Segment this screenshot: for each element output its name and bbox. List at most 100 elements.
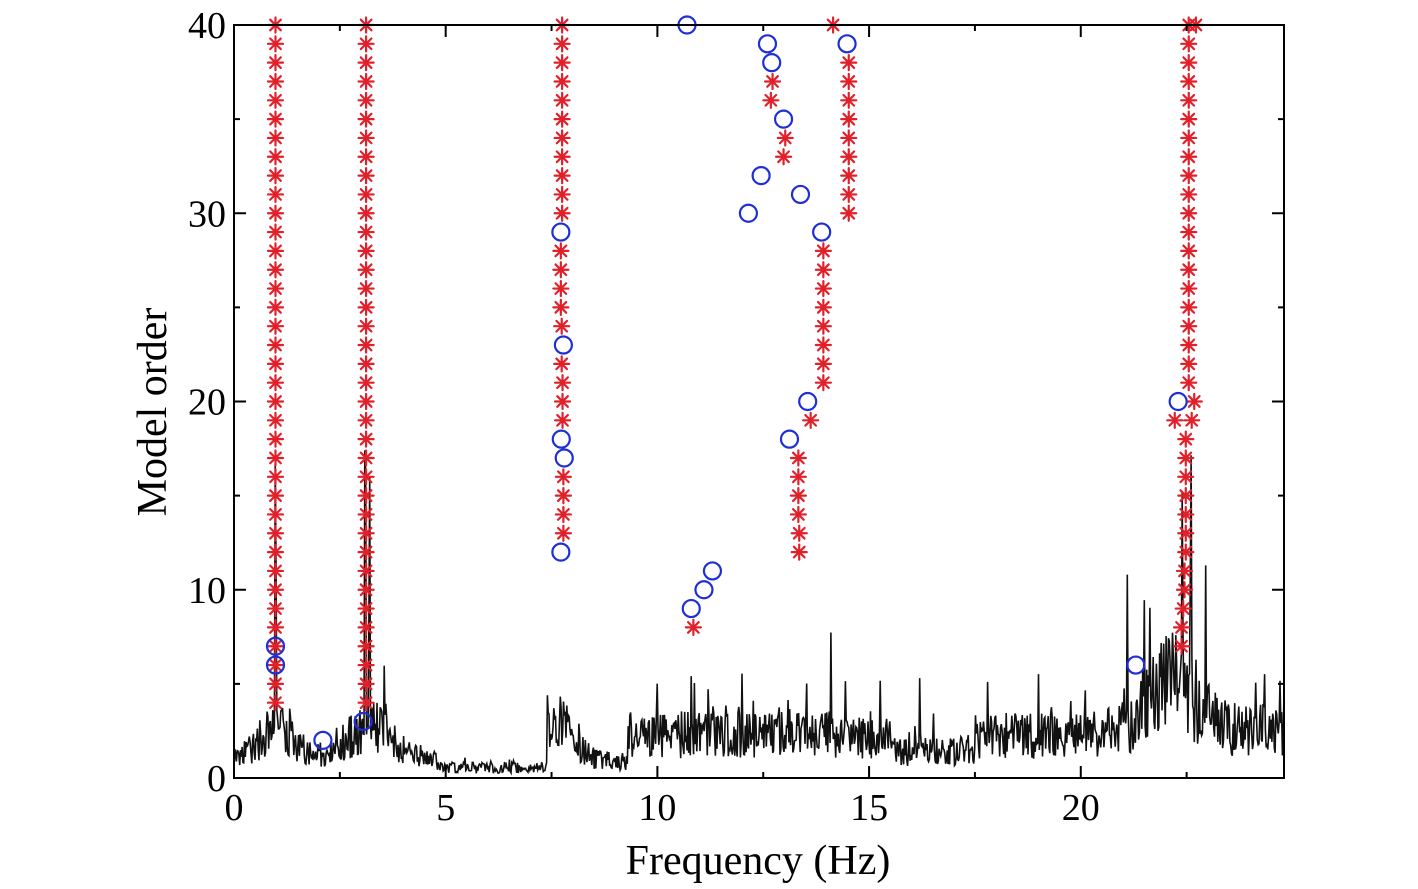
stable-pole-marker	[840, 91, 858, 109]
stable-pole-marker	[1177, 487, 1195, 505]
stable-pole-marker	[1180, 298, 1198, 316]
unstable-pole-marker	[837, 34, 857, 54]
stable-pole-marker	[357, 694, 375, 712]
stable-pole-marker	[266, 279, 285, 298]
x-tick-label: 0	[225, 787, 244, 829]
spectrum-line	[233, 450, 1285, 776]
stable-pole-marker	[554, 505, 572, 524]
x-tick-label: 5	[436, 787, 455, 829]
stable-pole-marker	[266, 110, 285, 128]
stable-pole-marker	[554, 524, 572, 542]
stable-pole-marker	[762, 91, 780, 109]
unstable-pole-marker	[551, 542, 571, 562]
y-tick-label: 20	[188, 382, 226, 424]
unstable-pole-marker	[353, 711, 373, 732]
unstable-pole-marker	[757, 34, 778, 54]
stable-pole-marker	[266, 204, 285, 222]
stable-pole-marker	[553, 374, 572, 392]
unstable-pole-marker	[762, 53, 782, 73]
unstable-pole-marker	[798, 391, 818, 412]
unstable-pole-marker	[812, 222, 832, 242]
stable-pole-marker	[266, 487, 285, 505]
stable-pole-marker	[266, 355, 285, 373]
stable-pole-marker	[357, 449, 375, 467]
axis-ticks: 0 5 10 15 20 0 10 20 30 40	[188, 5, 1284, 829]
stable-pole-marker	[357, 618, 375, 637]
stable-pole-marker	[357, 148, 375, 166]
stable-pole-marker	[840, 72, 858, 91]
stable-pole-marker	[266, 637, 285, 655]
stable-pole-marker	[266, 336, 285, 354]
stable-pole-marker	[1172, 637, 1191, 655]
stable-pole-marker	[840, 185, 858, 204]
stable-pole-marker	[1177, 430, 1195, 448]
stable-pole-marker	[266, 298, 285, 316]
stable-pole-marker	[1180, 54, 1198, 72]
stable-pole-marker	[357, 223, 375, 241]
x-tick-label: 10	[638, 787, 676, 829]
stable-pole-marker	[266, 185, 285, 204]
stable-pole-marker	[1180, 91, 1198, 109]
stable-pole-marker	[552, 298, 570, 316]
stable-pole-marker	[553, 167, 571, 185]
x-axis-label: Frequency (Hz)	[626, 838, 891, 884]
stable-pole-marker	[553, 54, 571, 72]
unstable-pole-marker	[551, 429, 571, 449]
stable-pole-marker	[266, 223, 285, 241]
stable-pole-marker	[266, 317, 285, 335]
stable-pole-marker	[266, 261, 285, 279]
stable-pole-marker	[266, 449, 285, 467]
stable-pole-marker	[1180, 261, 1198, 279]
stable-pole-marker	[553, 411, 572, 429]
stable-pole-marker	[266, 618, 285, 637]
stable-pole-marker	[266, 54, 285, 72]
stable-pole-marker	[266, 392, 285, 411]
stable-pole-marker	[763, 72, 782, 91]
stable-pole-marker	[552, 242, 570, 260]
stable-pole-marker	[357, 72, 375, 91]
unstable-pole-marker	[265, 636, 286, 656]
stable-pole-marker	[357, 279, 375, 298]
stable-pole-marker	[357, 110, 375, 128]
stable-pole-marker	[1185, 392, 1203, 411]
stable-pole-marker	[266, 374, 285, 392]
stable-pole-marker	[814, 242, 832, 260]
y-axis-label: Model order	[130, 308, 176, 517]
y-tick-label: 30	[188, 193, 226, 235]
stable-pole-marker	[357, 392, 375, 411]
stable-pole-marker	[266, 167, 285, 185]
unstable-pole-marker	[681, 598, 701, 619]
stable-pole-marker	[357, 91, 375, 109]
stable-pole-marker	[357, 675, 375, 693]
unstable-pole-marker	[265, 655, 286, 675]
stable-pole-marker	[266, 148, 285, 166]
stable-pole-marker	[774, 148, 793, 166]
unstable-pole-marker	[694, 580, 714, 600]
stable-pole-marker	[357, 487, 375, 505]
stable-pole-marker	[357, 204, 375, 222]
stable-pole-marker	[266, 242, 285, 260]
stable-pole-marker	[266, 129, 285, 147]
stable-pole-marker	[554, 468, 572, 486]
stable-pole-marker	[840, 54, 858, 72]
stable-pole-marker	[552, 279, 570, 298]
stable-pole-marker	[789, 468, 807, 486]
stable-points-layer	[266, 16, 1205, 712]
stable-pole-marker	[357, 505, 375, 524]
stable-pole-marker	[357, 468, 375, 486]
stable-pole-marker	[552, 261, 570, 279]
stable-pole-marker	[357, 524, 375, 542]
stable-pole-marker	[554, 487, 572, 505]
stable-pole-marker	[814, 355, 832, 373]
stable-pole-marker	[357, 54, 375, 72]
stable-pole-marker	[840, 129, 858, 147]
stable-pole-marker	[553, 392, 572, 411]
stable-pole-marker	[1175, 562, 1194, 580]
stable-pole-marker	[1180, 129, 1198, 147]
stable-pole-marker	[266, 505, 285, 524]
stable-pole-marker	[1180, 167, 1198, 185]
stable-pole-marker	[1180, 110, 1198, 128]
unstable-pole-marker	[1126, 655, 1146, 675]
stable-pole-marker	[266, 91, 285, 109]
